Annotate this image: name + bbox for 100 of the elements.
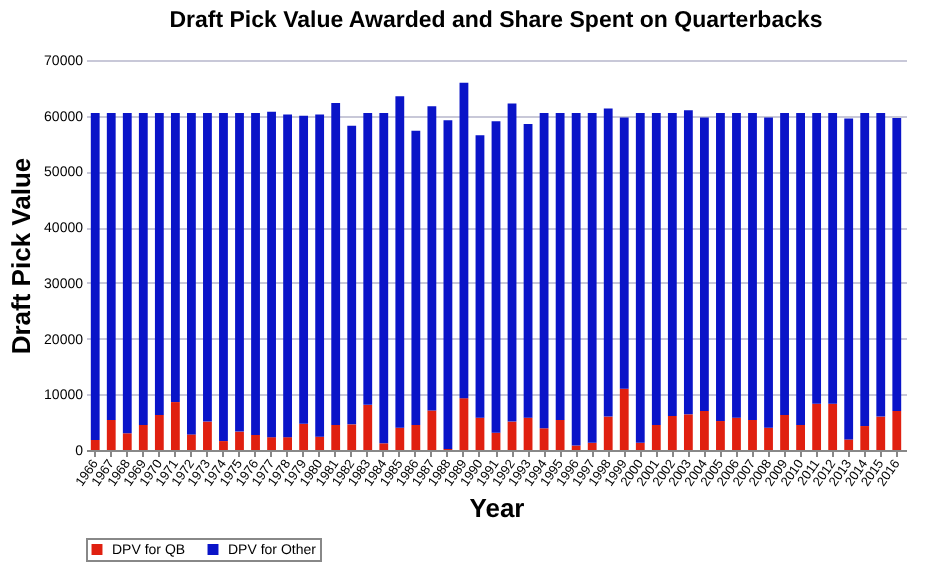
bar: [267, 437, 276, 450]
bar: [780, 414, 789, 450]
bar: [267, 111, 276, 438]
bar: [539, 428, 549, 450]
bar: [876, 112, 886, 417]
bar: [764, 427, 773, 450]
bar: [219, 112, 228, 442]
bar: [667, 112, 677, 417]
bar: [619, 117, 629, 389]
bar: [379, 443, 389, 450]
bar: [299, 423, 309, 450]
bar: [555, 419, 565, 450]
bar: [235, 112, 244, 432]
bar: [363, 112, 373, 405]
bar: [828, 403, 838, 450]
chart-title: Draft Pick Value Awarded and Share Spent on Quarterbacks: [169, 9, 823, 33]
bar: [283, 114, 292, 438]
bar: [395, 427, 405, 450]
bar: [411, 424, 421, 450]
bar: [860, 112, 870, 427]
bar: [331, 424, 341, 450]
bar: [700, 117, 709, 411]
bar: [347, 424, 357, 450]
bar: [459, 82, 469, 399]
bar: [331, 102, 341, 425]
bar: [251, 112, 260, 435]
bar: [876, 416, 886, 450]
bar: [764, 117, 773, 428]
bar: [283, 437, 292, 450]
bar: [539, 112, 549, 429]
bar: [299, 115, 309, 424]
bar: [491, 121, 501, 433]
bar: [828, 112, 838, 404]
bar: [203, 421, 212, 450]
bar: [716, 112, 725, 422]
bar: [475, 417, 485, 450]
bar: [203, 112, 212, 422]
bar: [90, 439, 100, 450]
bar: [411, 130, 421, 425]
bar: [667, 416, 677, 450]
bar: [635, 442, 645, 450]
bar: [587, 442, 597, 450]
bar: [154, 414, 164, 450]
bar: [732, 112, 741, 418]
bar: [748, 112, 757, 420]
bar: [732, 417, 741, 450]
bar: [154, 112, 164, 415]
bar: [170, 112, 180, 403]
bar: [138, 112, 148, 425]
bar: [507, 103, 517, 422]
bar: [523, 417, 533, 450]
bar: [780, 112, 789, 415]
bar: [475, 135, 485, 418]
bar: [587, 112, 597, 443]
bar: [748, 419, 757, 450]
bar: [363, 404, 373, 450]
bar: [651, 424, 661, 450]
bar: [844, 439, 854, 450]
bar: [860, 426, 870, 450]
bar: [427, 106, 437, 411]
bar: [443, 120, 453, 449]
bar: [315, 114, 325, 437]
bar: [555, 112, 565, 420]
bar: [106, 112, 116, 420]
bar: [122, 112, 132, 434]
bar: [651, 112, 661, 425]
x-axis-title: Year: [469, 492, 525, 523]
bar: [523, 124, 533, 418]
bar: [603, 416, 613, 450]
bar: [844, 118, 854, 440]
bar: [892, 117, 902, 411]
bar: [395, 96, 405, 428]
bar: [603, 108, 613, 417]
bar: [251, 434, 260, 450]
bar: [379, 112, 389, 444]
bar: [812, 403, 822, 450]
bar: [138, 424, 148, 450]
bar: [122, 433, 132, 450]
bar: [812, 112, 822, 404]
bar: [635, 112, 645, 443]
bar: [571, 112, 581, 446]
bar: [219, 441, 228, 450]
y-axis-title: Draft Pick Value: [6, 157, 37, 355]
bar: [315, 436, 325, 450]
bar: [235, 431, 244, 450]
bar: [796, 112, 805, 425]
bar: [347, 125, 357, 425]
bar: [796, 424, 805, 450]
bar: [187, 434, 196, 450]
bar: [683, 110, 693, 415]
bar: [683, 414, 693, 450]
bar: [716, 421, 725, 450]
bar: [106, 419, 116, 450]
bar: [619, 388, 629, 450]
bar: [427, 410, 437, 450]
bar: [892, 411, 902, 450]
bar: [700, 411, 709, 450]
bar: [187, 112, 196, 435]
bar: [90, 112, 100, 440]
bar: [170, 402, 180, 450]
